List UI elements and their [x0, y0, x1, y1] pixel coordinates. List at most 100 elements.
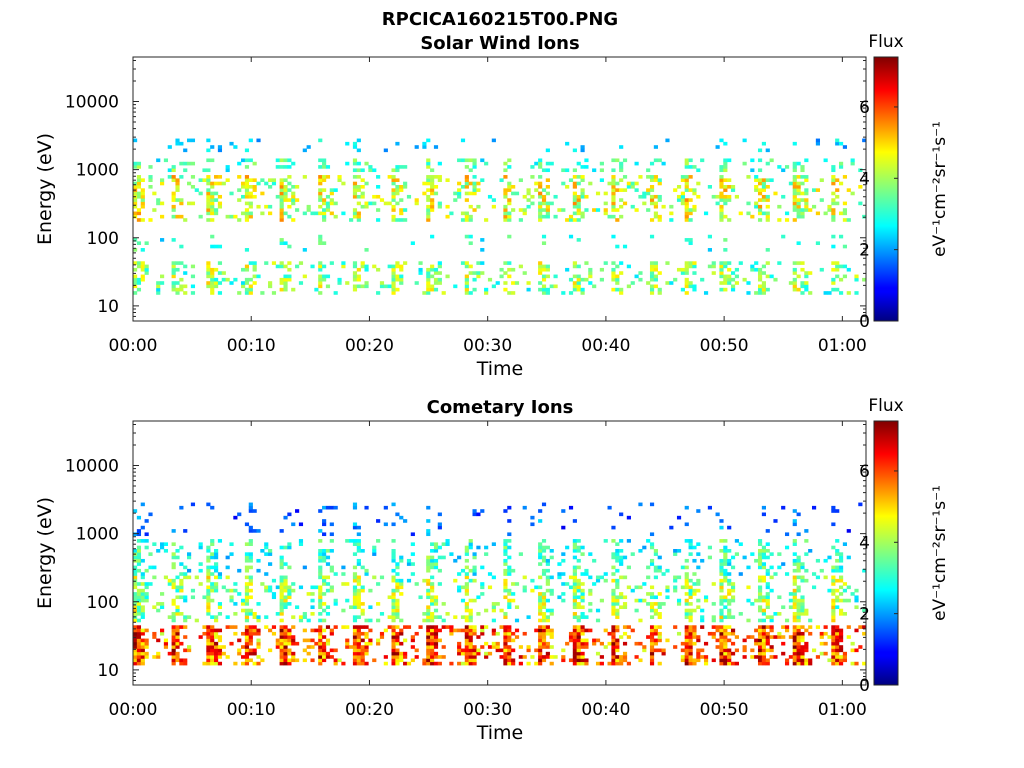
heatmap-cell [133, 641, 138, 646]
heatmap-cell [615, 158, 620, 163]
heatmap-cell [391, 204, 396, 209]
heatmap-cell [723, 185, 728, 189]
heatmap-cell [171, 628, 176, 633]
heatmap-cell [541, 549, 547, 553]
heatmap-cell [433, 191, 439, 196]
heatmap-cell [437, 175, 442, 179]
y-tick-label: 10000 [65, 93, 119, 113]
heatmap-cell [136, 592, 142, 596]
heatmap-cell [171, 582, 176, 586]
heatmap-cell [322, 188, 327, 192]
top-ylabel: Energy (eV) [34, 133, 56, 245]
heatmap-cell [437, 525, 442, 530]
heatmap-cell [430, 565, 435, 570]
heatmap-cell [433, 661, 439, 666]
heatmap-cell [761, 628, 766, 633]
heatmap-cell [175, 555, 180, 560]
heatmap-cell [275, 645, 280, 649]
heatmap-cell [426, 208, 431, 212]
heatmap-cell [507, 158, 512, 163]
heatmap-cell [622, 201, 628, 206]
heatmap-cell [468, 234, 473, 239]
heatmap-cell [615, 181, 620, 186]
heatmap-cell [206, 558, 211, 563]
heatmap-cell [279, 241, 284, 246]
heatmap-cell [399, 585, 404, 590]
heatmap-cell [360, 565, 365, 570]
heatmap-cell [179, 641, 184, 646]
heatmap-cell [568, 218, 574, 222]
heatmap-cell [761, 661, 766, 666]
heatmap-cell [792, 648, 797, 653]
heatmap-cell [580, 592, 585, 596]
heatmap-cell [738, 261, 743, 265]
heatmap-cell [561, 658, 566, 663]
heatmap-cell [765, 549, 770, 553]
heatmap-cell [233, 145, 238, 149]
heatmap-cell [345, 141, 350, 146]
heatmap-cell [684, 582, 689, 586]
heatmap-cell [322, 274, 327, 279]
heatmap-cell [572, 545, 577, 550]
heatmap-cell [217, 281, 223, 285]
heatmap-cell [206, 568, 211, 573]
heatmap-cell [545, 568, 550, 573]
heatmap-cell [788, 592, 793, 596]
heatmap-cell [526, 198, 531, 202]
heatmap-cell [854, 648, 859, 653]
heatmap-cell [248, 648, 253, 653]
heatmap-cell [811, 204, 817, 209]
heatmap-cell [796, 562, 801, 566]
heatmap-cell [538, 555, 543, 560]
heatmap-cell [271, 631, 277, 636]
heatmap-cell [804, 612, 809, 616]
heatmap-cell [653, 628, 658, 633]
heatmap-cell [133, 568, 138, 573]
heatmap-cell [206, 655, 211, 659]
heatmap-cell [572, 661, 577, 666]
heatmap-cell [838, 165, 844, 169]
heatmap-cell [831, 658, 836, 663]
heatmap-cell [692, 204, 697, 209]
heatmap-cell [576, 194, 581, 199]
heatmap-cell [310, 612, 315, 616]
heatmap-cell [657, 218, 662, 222]
heatmap-cell [248, 194, 253, 199]
heatmap-cell [835, 264, 840, 269]
heatmap-cell [723, 264, 728, 269]
heatmap-cell [244, 267, 250, 272]
heatmap-cell [325, 625, 331, 629]
heatmap-cell [279, 631, 284, 636]
heatmap-cell [318, 568, 323, 573]
heatmap-cell [233, 214, 238, 219]
heatmap-cell [464, 181, 469, 186]
heatmap-cell [464, 651, 469, 656]
heatmap-cell [773, 519, 778, 523]
heatmap-cell [742, 277, 747, 282]
heatmap-cell [541, 645, 547, 649]
heatmap-cell [171, 208, 176, 212]
heatmap-cell [237, 188, 242, 192]
heatmap-cell [835, 625, 840, 629]
heatmap-cell [460, 661, 466, 666]
heatmap-cell [568, 505, 574, 510]
heatmap-cell [561, 168, 566, 173]
heatmap-cell [229, 588, 234, 593]
heatmap-cell [163, 158, 169, 163]
heatmap-cell [742, 655, 747, 659]
heatmap-cell [244, 558, 250, 563]
heatmap-cell [430, 185, 435, 189]
heatmap-cell [140, 178, 145, 182]
heatmap-cell [175, 651, 180, 656]
heatmap-cell [572, 598, 577, 603]
heatmap-cell [437, 545, 442, 550]
heatmap-cell [719, 615, 724, 619]
heatmap-cell [248, 575, 253, 580]
heatmap-cell [580, 148, 585, 153]
heatmap-cell [175, 188, 180, 192]
heatmap-cell [503, 271, 508, 275]
heatmap-cell [796, 201, 801, 206]
heatmap-cell [572, 542, 577, 546]
heatmap-cell [719, 631, 724, 636]
heatmap-cell [229, 214, 234, 219]
